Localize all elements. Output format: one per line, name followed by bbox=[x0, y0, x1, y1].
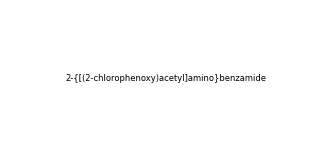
Text: 2-{[(2-chlorophenoxy)acetyl]amino}benzamide: 2-{[(2-chlorophenoxy)acetyl]amino}benzam… bbox=[65, 74, 267, 83]
